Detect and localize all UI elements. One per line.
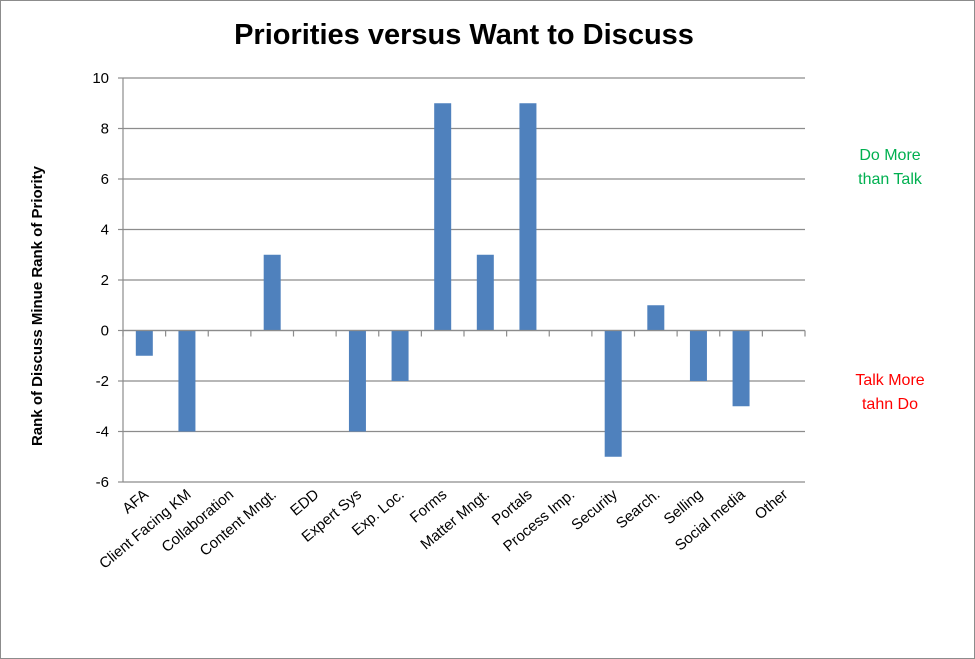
y-tick-label: -2	[96, 373, 109, 390]
bar	[476, 254, 494, 331]
x-tick-label: EDD	[287, 486, 322, 519]
bar	[519, 103, 537, 331]
chart-title: Priorities versus Want to Discuss	[234, 19, 694, 51]
x-tick-label: Content Mngt.	[197, 486, 280, 560]
bar	[263, 254, 281, 331]
x-tick-label: Other	[752, 486, 792, 523]
y-tick-label: 2	[101, 272, 109, 289]
y-tick-label: 8	[101, 121, 109, 138]
bar	[348, 330, 366, 432]
y-tick-label: -4	[96, 424, 109, 441]
y-tick-label: 0	[101, 323, 109, 340]
gridlines	[123, 77, 805, 483]
y-tick-label: -6	[96, 474, 109, 491]
y-axis-label: Rank of Discuss Minue Rank of Priority	[29, 165, 46, 446]
annotation-text: than Talk	[858, 171, 923, 188]
bar	[647, 305, 665, 331]
axes	[118, 77, 806, 483]
x-tick-label: Search.	[613, 486, 664, 532]
bars	[135, 103, 750, 457]
bar	[604, 330, 622, 457]
y-tick-label: 10	[92, 70, 109, 87]
x-tick-label: Security	[568, 486, 621, 534]
bar	[689, 330, 707, 381]
bar	[135, 330, 153, 356]
bar	[732, 330, 750, 407]
annotation-text: tahn Do	[862, 396, 918, 413]
annotation-text: Do More	[859, 147, 920, 164]
y-tick-label: 4	[101, 222, 109, 239]
bar	[178, 330, 196, 432]
y-tick-label: 6	[101, 171, 109, 188]
annotations: Do More than Talk Talk More tahn Do	[855, 147, 924, 413]
annotation-text: Talk More	[855, 372, 924, 389]
x-tick-label: AFA	[119, 486, 152, 517]
y-tick-labels: 10 8 6 4 2 0 -2 -4 -6	[92, 70, 109, 491]
bar	[391, 330, 409, 381]
bar	[434, 103, 452, 331]
